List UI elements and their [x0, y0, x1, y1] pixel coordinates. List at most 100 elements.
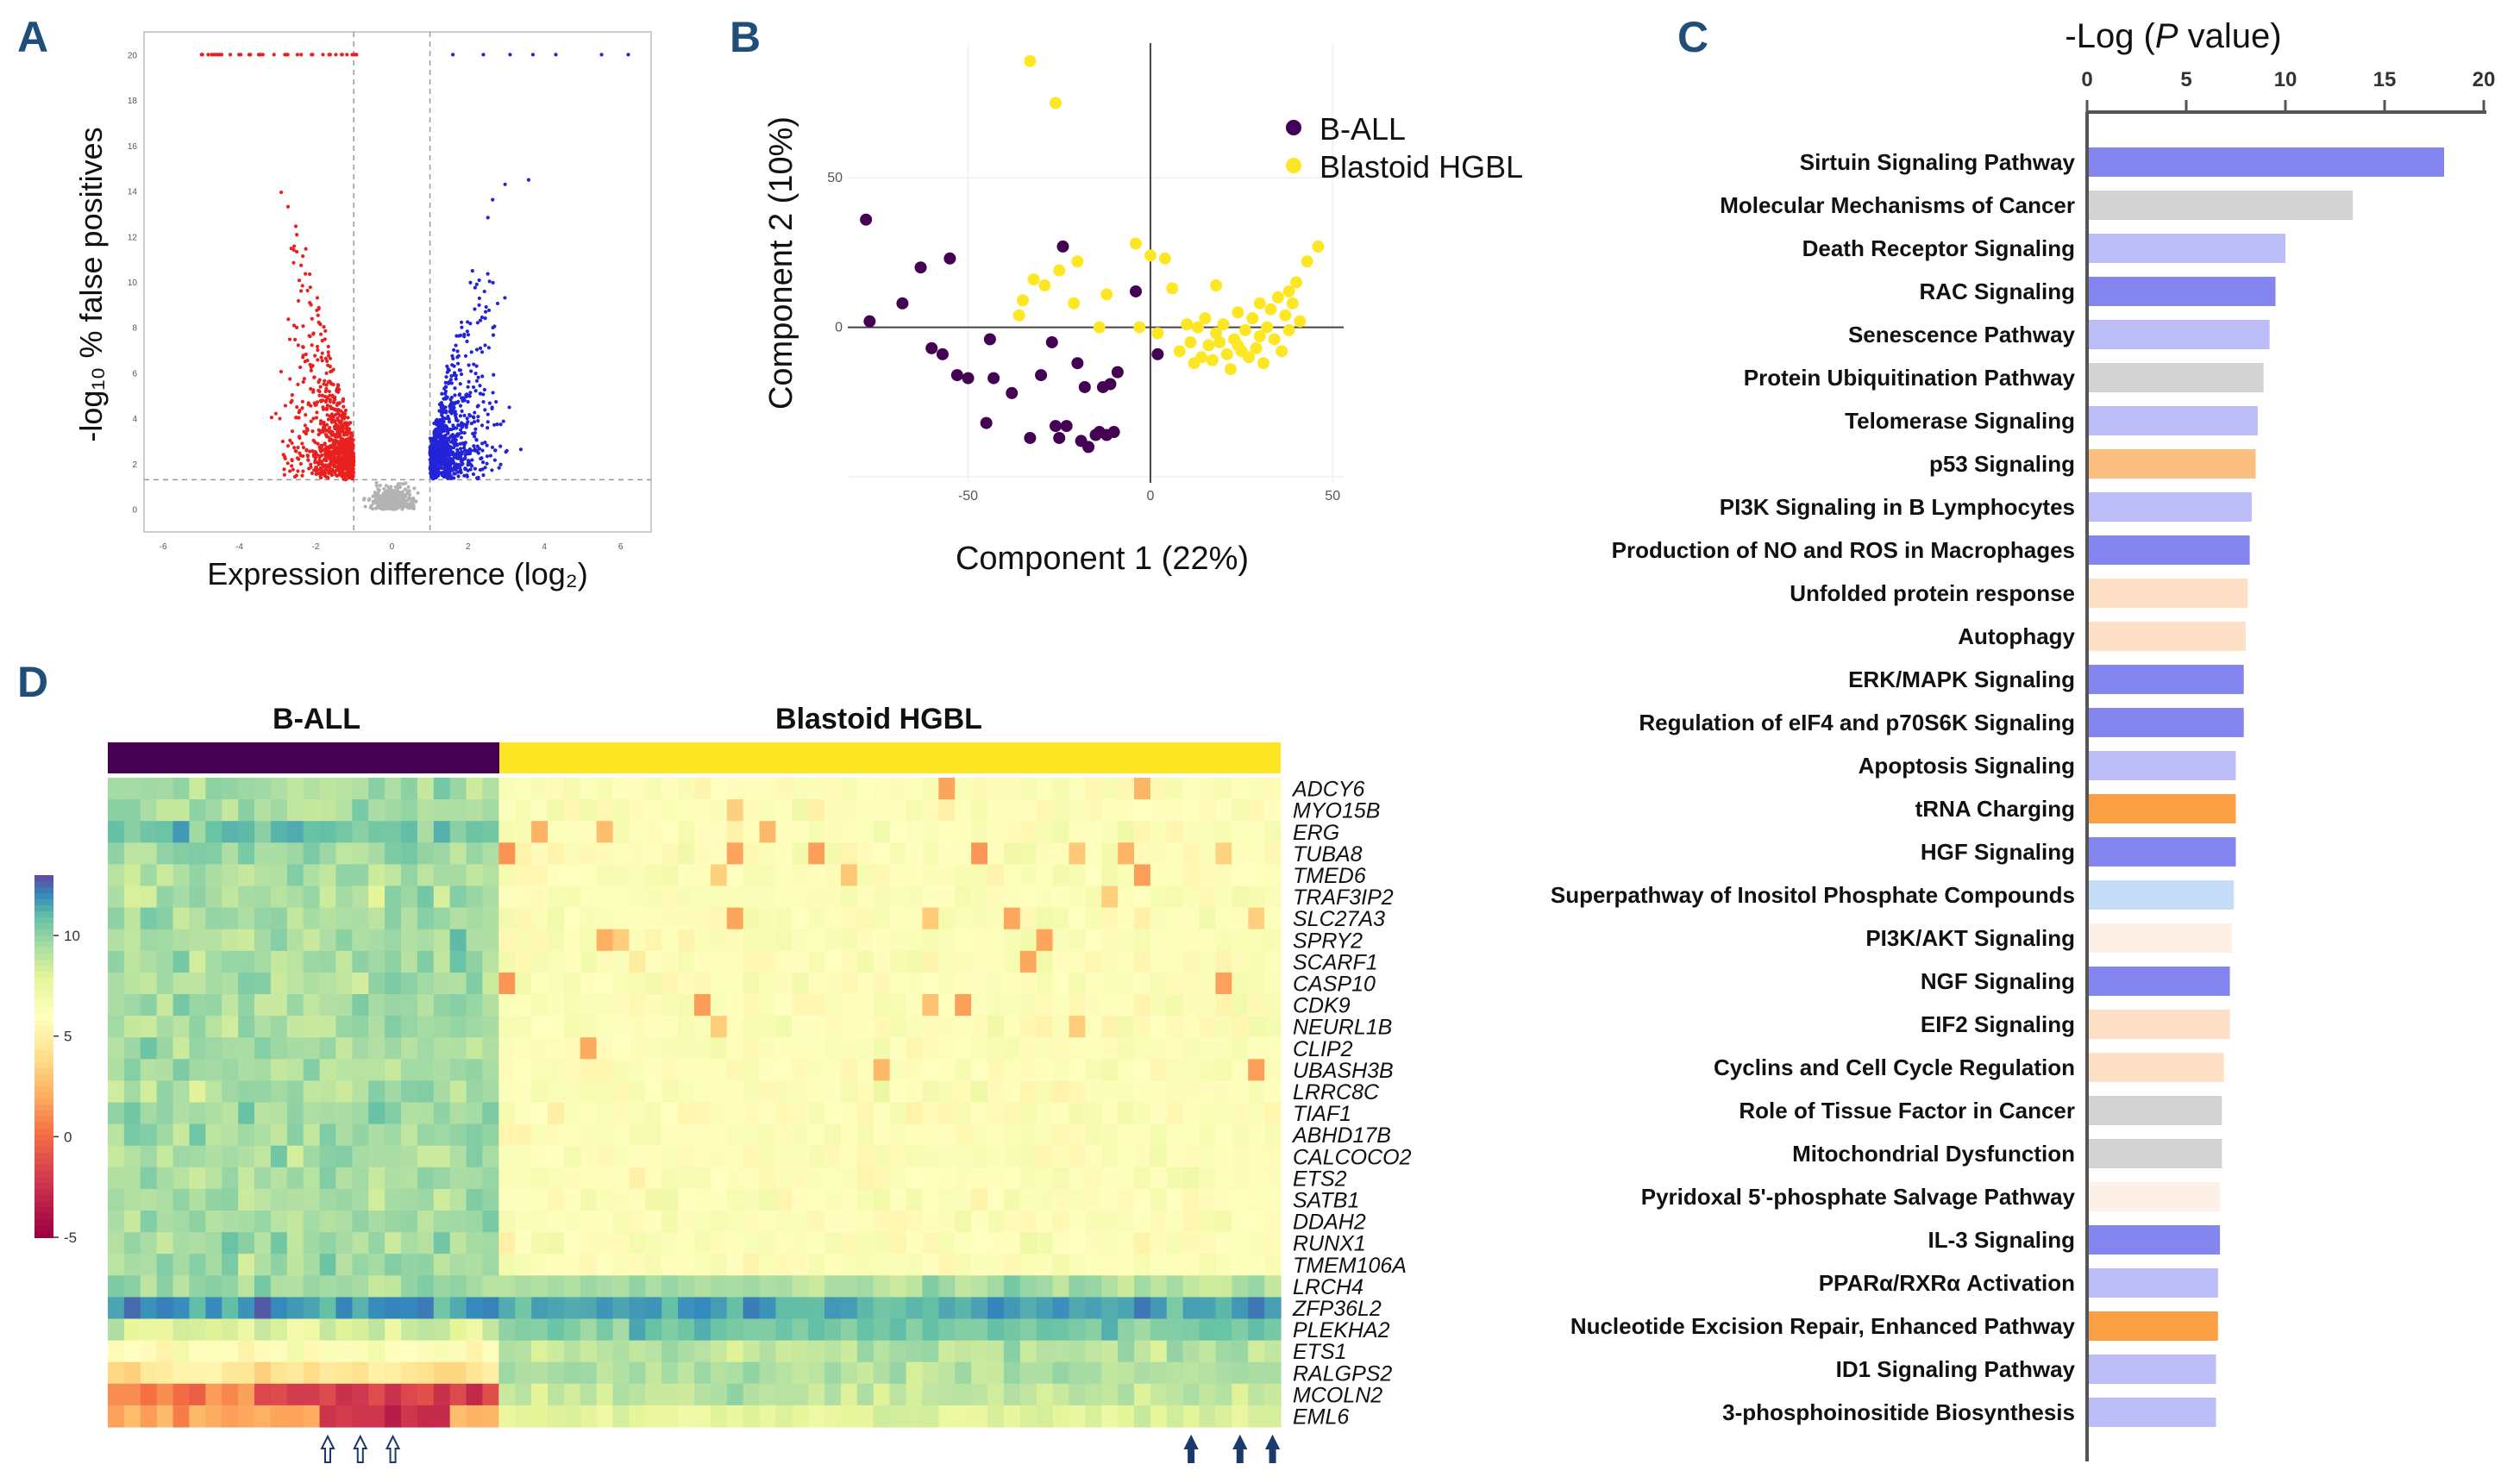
heatmap-cell — [710, 1254, 728, 1276]
heatmap-cell — [1019, 1145, 1037, 1168]
heatmap-cell — [1052, 1123, 1070, 1147]
heatmap-cell — [612, 842, 630, 865]
heatmap-cell — [824, 1361, 842, 1385]
colorbar-segment — [34, 1207, 53, 1214]
heatmap-cell — [759, 1297, 777, 1320]
volcano-point-down — [308, 301, 312, 305]
heatmap-cell — [759, 885, 777, 909]
heatmap-cell — [385, 799, 402, 822]
heatmap-cell — [1150, 778, 1168, 800]
heatmap-cell — [1118, 1383, 1135, 1406]
heatmap-cell — [906, 1405, 924, 1428]
heatmap-cell — [417, 1232, 435, 1255]
heatmap-cell — [189, 994, 206, 1017]
heatmap-cell — [449, 1211, 467, 1233]
heatmap-cell — [140, 907, 158, 930]
volcano-point-down — [351, 474, 355, 479]
volcano-point-ns — [363, 504, 367, 509]
heatmap-cell — [254, 1297, 272, 1320]
volcano-point-down — [337, 419, 342, 424]
heatmap-cell — [596, 1145, 614, 1168]
heatmap-cell — [856, 1145, 874, 1168]
heatmap-cell — [385, 821, 402, 843]
volcano-point-up — [459, 456, 463, 460]
volcano-point-up — [462, 413, 467, 417]
colorbar-segment — [34, 1231, 53, 1238]
heatmap-cell — [156, 1037, 174, 1060]
volcano-point-up — [456, 470, 461, 474]
heatmap-cell — [1134, 1080, 1151, 1104]
volcano-point-down — [335, 473, 340, 478]
volcano-point-ns — [406, 497, 411, 501]
volcano-point-down — [293, 337, 298, 342]
volcano-point-up — [450, 363, 454, 367]
heatmap-cell — [596, 1123, 614, 1147]
heatmap-cell — [971, 885, 988, 909]
volcano-point-down — [328, 393, 332, 397]
heatmap-cell — [303, 885, 321, 909]
volcano-point-down — [285, 461, 290, 466]
heatmap-cell — [254, 1102, 272, 1125]
heatmap-cell — [743, 929, 761, 952]
heatmap-cell — [270, 778, 288, 800]
pathway-bar — [2089, 622, 2246, 651]
volcano-point-down — [301, 354, 305, 358]
heatmap-cell — [1248, 821, 1265, 843]
volcano-point-down — [310, 429, 315, 434]
heatmap-cell — [710, 1405, 728, 1428]
heatmap-cell — [1150, 1080, 1168, 1104]
heatmap-cell — [1101, 1340, 1119, 1363]
pathway-bar — [2089, 579, 2248, 608]
colorbar-segment — [34, 1213, 53, 1220]
volcano-point-up — [480, 467, 485, 472]
heatmap-cell — [596, 864, 614, 887]
volcano-point-up — [465, 339, 469, 344]
heatmap-cell — [792, 885, 809, 909]
heatmap-cell — [971, 1405, 988, 1428]
heatmap-cell — [596, 1037, 614, 1060]
heatmap-cell — [238, 1297, 255, 1320]
heatmap-cell — [417, 1080, 435, 1104]
heatmap-gene-label: SLC27A3 — [1293, 907, 1385, 931]
heatmap-cell — [270, 1318, 288, 1342]
heatmap-cell — [433, 950, 451, 973]
pathway-label: PPARα/RXRα Activation — [1819, 1270, 2075, 1296]
volcano-point-up — [468, 391, 473, 395]
volcano-point-down — [335, 383, 341, 387]
heatmap-cell — [955, 1254, 972, 1276]
heatmap-cell — [238, 1080, 255, 1104]
heatmap-cell — [189, 885, 206, 909]
heatmap-cell — [726, 1211, 744, 1233]
volcano-point-down — [340, 416, 344, 420]
heatmap-cell — [335, 1080, 353, 1104]
volcano-point-down — [318, 447, 323, 452]
heatmap-cell — [971, 799, 988, 822]
heatmap-cell — [319, 1037, 337, 1060]
volcano-point-down — [322, 424, 326, 429]
heatmap-cell — [1003, 778, 1021, 800]
volcano-point-up — [436, 422, 442, 427]
heatmap-cell — [710, 1145, 728, 1168]
volcano-point-ns — [410, 497, 414, 502]
heatmap-cell — [612, 1297, 630, 1320]
heatmap-cell — [205, 842, 223, 865]
heatmap-cell — [808, 1297, 825, 1320]
heatmap-cell — [775, 1318, 793, 1342]
heatmap-cell — [612, 1275, 630, 1298]
volcano-point-ns — [392, 493, 397, 498]
heatmap-cell — [808, 1340, 825, 1363]
heatmap-cell — [873, 929, 891, 952]
heatmap-cell — [1085, 907, 1102, 930]
heatmap-cell — [1150, 1340, 1168, 1363]
pca-point-ball — [1056, 240, 1069, 253]
heatmap-cell — [971, 821, 988, 843]
heatmap-cell — [841, 1232, 858, 1255]
heatmap-cell — [1182, 1275, 1200, 1298]
heatmap-cell — [466, 1297, 484, 1320]
heatmap-cell — [335, 864, 353, 887]
volcano-point-down — [326, 350, 330, 354]
heatmap-cell — [1036, 1340, 1054, 1363]
heatmap-cell — [548, 1080, 565, 1104]
heatmap-cell — [971, 972, 988, 995]
